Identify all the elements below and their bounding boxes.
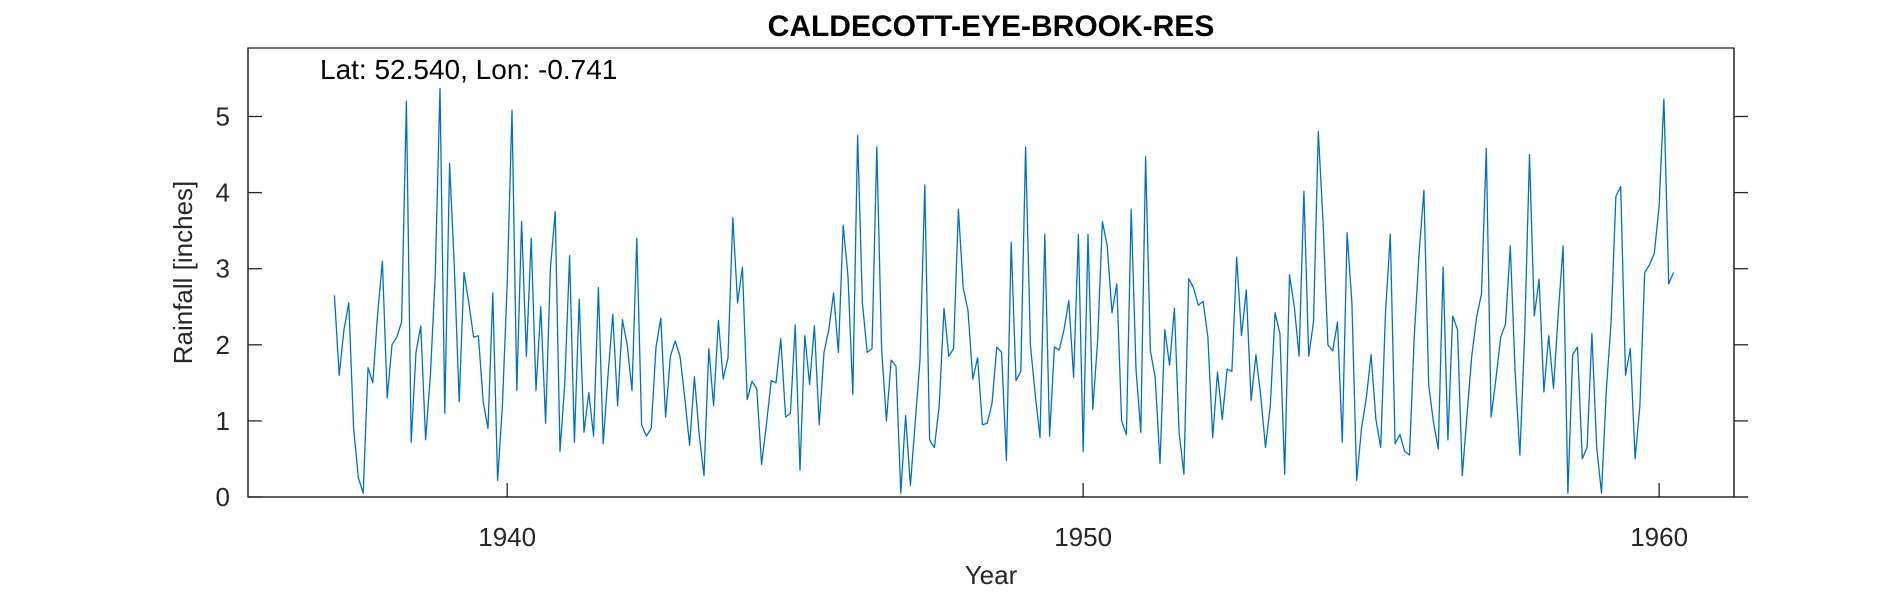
axes-layer bbox=[247, 47, 1748, 498]
plot-layer bbox=[333, 87, 1675, 494]
ticks-layer: 0 1 2 3 4 5 1940 1950 1960 bbox=[216, 101, 1748, 552]
x-tick-label: 1940 bbox=[478, 522, 536, 552]
y-tick-label: 1 bbox=[216, 406, 230, 436]
rainfall-series-line bbox=[333, 87, 1675, 494]
x-axis-label: Year bbox=[965, 560, 1018, 590]
x-tick-label: 1960 bbox=[1630, 522, 1688, 552]
y-tick-label: 0 bbox=[216, 482, 230, 512]
location-annotation: Lat: 52.540, Lon: -0.741 bbox=[320, 54, 617, 85]
y-tick-label: 4 bbox=[216, 178, 230, 208]
y-tick-label: 3 bbox=[216, 254, 230, 284]
y-axis-label: Rainfall [inches] bbox=[168, 181, 198, 365]
x-tick-label: 1950 bbox=[1054, 522, 1112, 552]
chart-title: CALDECOTT-EYE-BROOK-RES bbox=[768, 10, 1215, 43]
y-tick-label: 5 bbox=[216, 101, 230, 131]
y-tick-label: 2 bbox=[216, 330, 230, 360]
